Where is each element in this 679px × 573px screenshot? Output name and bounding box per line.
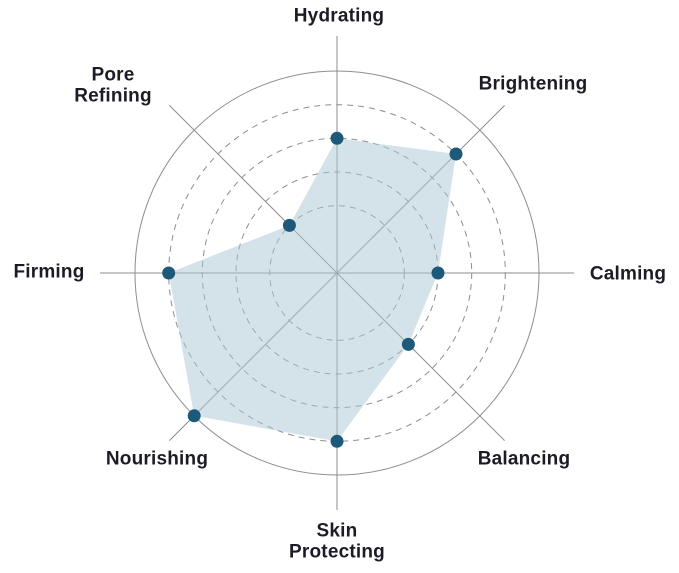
data-point-hydrating [330,131,344,145]
axis-label-balancing: Balancing [477,448,571,470]
data-point-firming [162,266,176,280]
data-point-skin-protecting [330,434,344,448]
data-point-nourishing [187,409,201,423]
axis-label-firming: Firming [13,261,85,283]
data-point-balancing [401,337,415,351]
data-point-calming [431,266,445,280]
axis-label-brightening: Brightening [478,73,588,95]
data-point-brightening [449,147,463,161]
axis-label-hydrating: Hydrating [293,5,385,27]
data-polygon [168,138,456,442]
axis-label-skin-protecting: Skin Protecting [289,520,385,563]
axis-label-pore-refining: Pore Refining [74,64,152,107]
axis-label-calming: Calming [589,263,667,285]
data-point-pore-refining [282,218,296,232]
axis-label-nourishing: Nourishing [105,448,209,470]
